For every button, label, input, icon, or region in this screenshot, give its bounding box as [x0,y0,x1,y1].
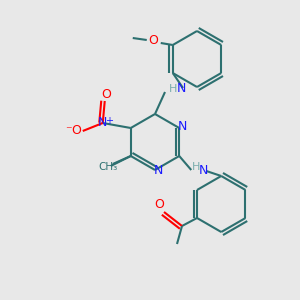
Text: N: N [178,119,187,133]
Text: CH₃: CH₃ [98,162,117,172]
Text: ⁻: ⁻ [65,124,72,137]
Text: +: + [105,116,113,126]
Text: N: N [199,164,208,178]
Text: O: O [71,124,81,137]
Text: O: O [148,34,158,46]
Text: H: H [192,162,200,172]
Text: O: O [154,197,164,211]
Text: O: O [101,88,111,101]
Text: N: N [176,82,186,94]
Text: H: H [169,84,177,94]
Text: N: N [98,116,107,130]
Text: N: N [153,164,163,178]
